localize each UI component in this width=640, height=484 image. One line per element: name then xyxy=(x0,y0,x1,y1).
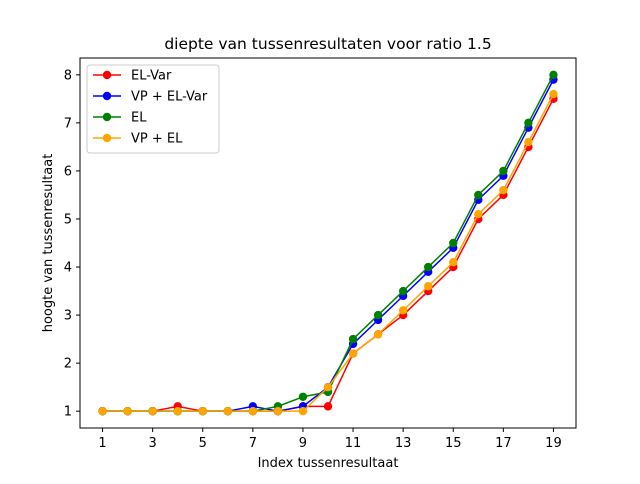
legend-label: VP + EL xyxy=(131,132,183,147)
legend-label: VP + EL-Var xyxy=(131,90,208,105)
data-point xyxy=(373,310,383,320)
data-point xyxy=(198,406,207,416)
data-point xyxy=(123,406,132,416)
chart-title: diepte van tussenresultaten voor ratio 1… xyxy=(164,35,491,53)
x-tick-label: 9 xyxy=(299,436,307,451)
data-point xyxy=(323,402,333,411)
data-point xyxy=(524,137,533,147)
data-point xyxy=(148,406,157,416)
x-tick-label: 17 xyxy=(495,436,512,451)
y-axis-label: hoogte van tussenresultaat xyxy=(41,154,56,333)
x-tick-label: 19 xyxy=(545,436,562,451)
data-point xyxy=(524,118,533,128)
x-tick-label: 1 xyxy=(98,436,106,451)
x-tick-label: 3 xyxy=(149,436,157,451)
legend-label: EL xyxy=(131,111,147,126)
x-tick-label: 13 xyxy=(395,436,412,451)
legend-box xyxy=(86,64,220,154)
data-point xyxy=(373,330,383,339)
data-point xyxy=(173,406,182,416)
legend-label: EL-Var xyxy=(131,69,172,84)
legend: EL-Var VP + EL-Var EL VP + EL xyxy=(86,64,220,154)
data-point xyxy=(398,286,408,296)
data-point xyxy=(449,258,458,267)
series-lines xyxy=(98,70,558,416)
data-point xyxy=(398,306,408,315)
data-point xyxy=(424,282,433,291)
data-point xyxy=(273,406,283,416)
data-point xyxy=(348,334,358,344)
data-point xyxy=(248,406,258,416)
data-point xyxy=(298,406,308,416)
data-point xyxy=(223,406,232,416)
y-tick-label: 4 xyxy=(64,261,72,276)
x-tick-label: 11 xyxy=(345,436,362,451)
series-4 xyxy=(98,89,558,416)
x-tick-label: 7 xyxy=(249,436,257,451)
data-point xyxy=(98,406,107,416)
data-point xyxy=(474,209,483,219)
y-tick-label: 5 xyxy=(64,212,72,227)
legend-marker xyxy=(102,91,112,101)
data-point xyxy=(499,166,508,176)
plot-frame xyxy=(79,57,577,429)
y-tick-label: 6 xyxy=(64,164,72,179)
data-point xyxy=(549,89,558,99)
data-point xyxy=(474,190,483,200)
y-tick-label: 7 xyxy=(64,116,72,131)
data-point xyxy=(449,238,458,248)
data-point xyxy=(348,349,358,358)
x-axis-label: Index tussenresultaat xyxy=(258,456,399,471)
y-tick-label: 8 xyxy=(64,68,72,83)
legend-marker xyxy=(102,133,112,143)
legend-marker xyxy=(102,112,112,122)
y-tick-label: 2 xyxy=(64,357,72,372)
legend-marker xyxy=(102,70,112,80)
data-point xyxy=(323,382,333,392)
data-point xyxy=(298,392,308,401)
x-tick-label: 15 xyxy=(445,436,462,451)
data-point xyxy=(499,185,508,195)
x-tick-label: 5 xyxy=(199,436,207,451)
data-point xyxy=(549,70,558,80)
data-point xyxy=(424,262,433,272)
y-tick-label: 1 xyxy=(64,405,72,420)
y-tick-label: 3 xyxy=(64,309,72,324)
